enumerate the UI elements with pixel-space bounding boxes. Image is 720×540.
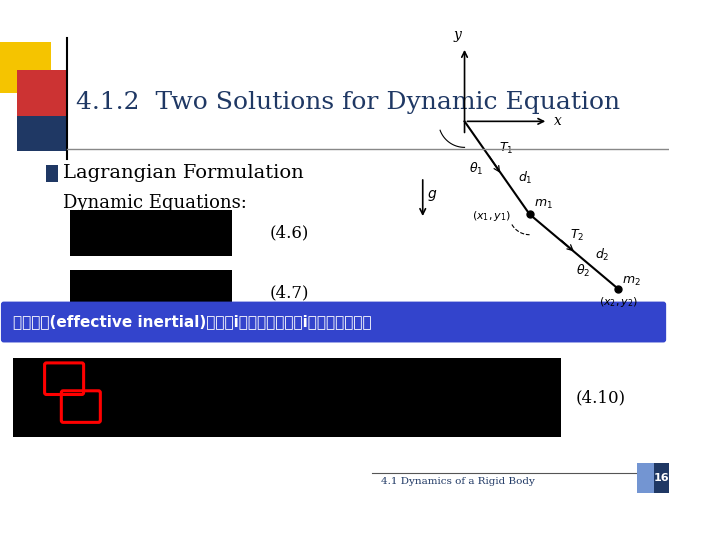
Text: (4.7): (4.7) [269,285,309,302]
Text: $(x_1, y_1)$: $(x_1, y_1)$ [472,209,511,223]
Bar [637,463,654,493]
Bar [17,116,68,151]
Bar [13,358,561,437]
Text: 4.1.2  Two Solutions for Dynamic Equation: 4.1.2 Two Solutions for Dynamic Equation [76,91,621,114]
Text: Lagrangian Formulation: Lagrangian Formulation [63,164,304,183]
Text: $m_1$: $m_1$ [534,198,553,211]
Text: $g$: $g$ [428,188,438,204]
Bar [70,270,233,316]
Text: $T_1$: $T_1$ [499,141,513,156]
Text: $(x_2, y_2)$: $(x_2, y_2)$ [599,295,639,309]
Bar [654,463,669,493]
Text: $T_2$: $T_2$ [570,227,585,242]
Text: $\theta_1$: $\theta_1$ [469,160,484,177]
Text: Dynamic Equations:: Dynamic Equations: [63,194,247,212]
Text: $m_2$: $m_2$ [623,275,642,288]
Text: y: y [453,29,461,42]
Bar [47,165,58,182]
FancyBboxPatch shape [1,301,666,342]
Text: 4.1 Dynamics of a Rigid Body: 4.1 Dynamics of a Rigid Body [381,477,535,487]
Text: (4.10): (4.10) [576,389,626,406]
Text: $d_2$: $d_2$ [595,247,609,263]
Bar [17,70,68,122]
Text: 16: 16 [654,473,670,483]
Text: (4.6): (4.6) [269,224,309,241]
Bar [70,210,233,256]
Text: $\theta_2$: $\theta_2$ [576,262,590,279]
Text: x: x [554,114,562,129]
Bar [0,42,51,93]
Text: $d_1$: $d_1$ [518,170,533,186]
Text: 有效惯量(effective inertial)：关节i的加速度在关节i上产生的惯性力: 有效惯量(effective inertial)：关节i的加速度在关节i上产生的… [13,314,372,329]
